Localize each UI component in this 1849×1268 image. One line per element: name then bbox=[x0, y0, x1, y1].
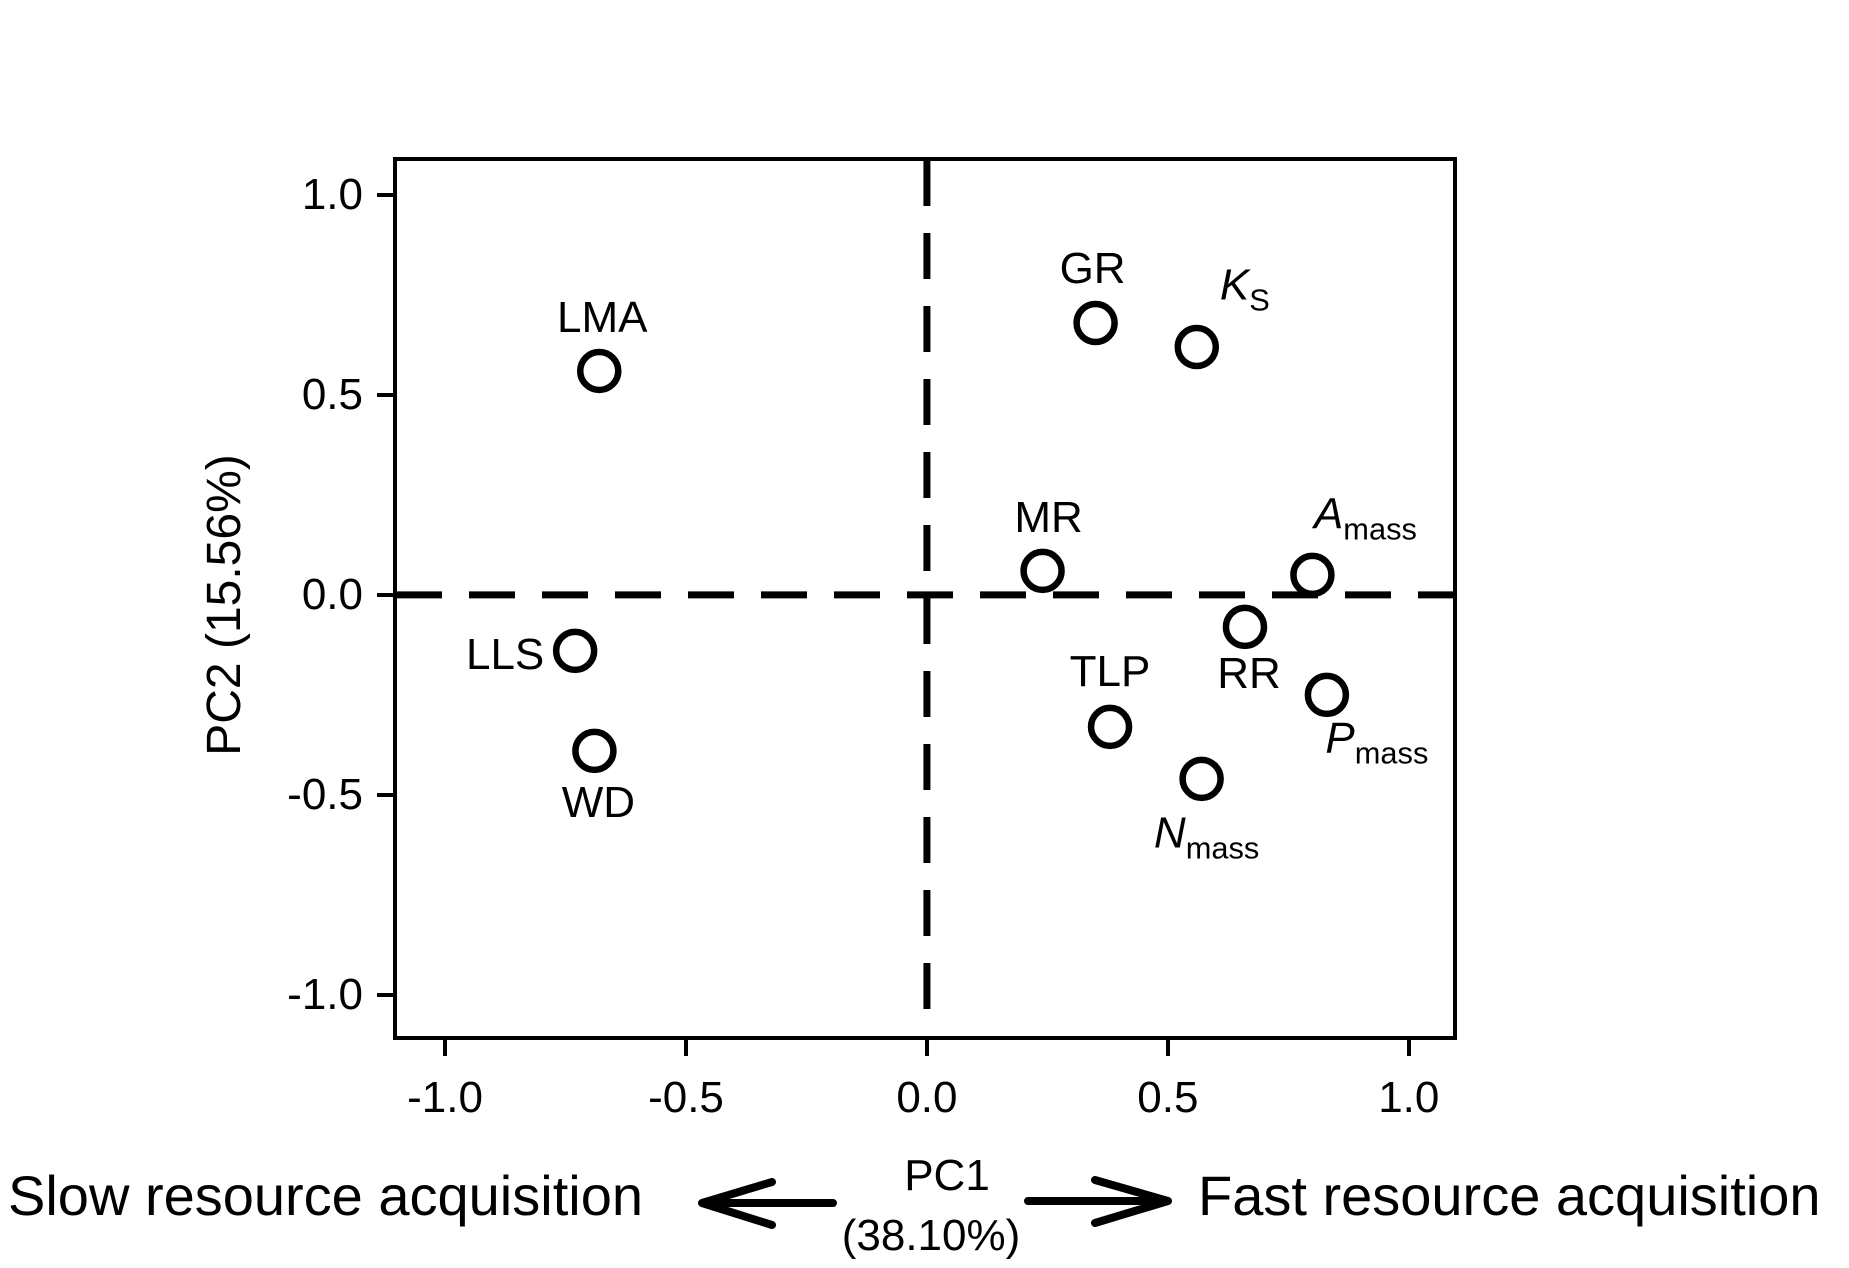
y-tick bbox=[377, 392, 393, 397]
y-tick-label: -1.0 bbox=[287, 969, 363, 1019]
point-label-WD: WD bbox=[561, 777, 636, 827]
y-tick bbox=[377, 192, 393, 197]
slow-acquisition-label: Slow resource acquisition bbox=[8, 1164, 643, 1227]
point-marker-Amass bbox=[1290, 552, 1335, 598]
x-tick bbox=[683, 1040, 688, 1056]
y-tick-label: 1.0 bbox=[301, 169, 363, 219]
y-tick-label: -0.5 bbox=[287, 769, 363, 819]
point-marker-LLS bbox=[552, 628, 598, 674]
point-label-GR: GR bbox=[1059, 243, 1126, 293]
y-tick bbox=[377, 592, 393, 597]
x-tick-label: 0.0 bbox=[896, 1073, 958, 1122]
point-label-Pmass: Pmass bbox=[1325, 713, 1429, 771]
x-tick bbox=[443, 1040, 448, 1056]
point-label-LLS: LLS bbox=[465, 629, 545, 679]
x-axis-title: PC1 bbox=[904, 1151, 990, 1200]
point-label-Amass: Amass bbox=[1313, 489, 1417, 547]
y-tick bbox=[377, 792, 393, 797]
right-arrow-icon bbox=[1024, 1176, 1172, 1227]
y-tick bbox=[377, 992, 393, 997]
point-label-Nmass: Nmass bbox=[1153, 808, 1260, 866]
left-arrow-icon bbox=[698, 1178, 837, 1229]
point-marker-GR bbox=[1073, 300, 1118, 346]
y-tick-label: 0.5 bbox=[301, 369, 363, 419]
point-marker-LMA bbox=[576, 348, 622, 394]
point-marker-WD bbox=[572, 728, 617, 774]
x-tick bbox=[924, 1040, 929, 1056]
x-tick-label: 1.0 bbox=[1378, 1073, 1440, 1122]
point-marker-Nmass bbox=[1179, 756, 1224, 802]
plot-border bbox=[393, 157, 1457, 1040]
point-label-RR: RR bbox=[1217, 648, 1281, 698]
x-tick bbox=[1165, 1040, 1170, 1056]
point-marker-KS bbox=[1174, 324, 1220, 370]
fast-acquisition-label: Fast resource acquisition bbox=[1198, 1164, 1821, 1227]
y-axis-title: PC2 (15.56%) bbox=[198, 454, 251, 756]
point-marker-Pmass bbox=[1304, 672, 1350, 718]
point-marker-RR bbox=[1222, 604, 1268, 650]
x-tick-label: 0.5 bbox=[1137, 1073, 1199, 1122]
point-label-TLP: TLP bbox=[1069, 646, 1151, 696]
x-tick-label: -0.5 bbox=[648, 1073, 724, 1122]
point-marker-MR bbox=[1020, 548, 1065, 594]
x-tick-label: -1.0 bbox=[407, 1073, 483, 1122]
y-tick-label: 0.0 bbox=[301, 569, 363, 619]
x-axis-title-percent: (38.10%) bbox=[841, 1211, 1021, 1260]
point-marker-TLP bbox=[1087, 704, 1133, 750]
plot-area bbox=[393, 157, 1457, 1040]
point-label-MR: MR bbox=[1014, 492, 1083, 542]
point-label-KS: KS bbox=[1219, 260, 1270, 318]
x-tick bbox=[1406, 1040, 1411, 1056]
point-label-LMA: LMA bbox=[556, 292, 648, 342]
